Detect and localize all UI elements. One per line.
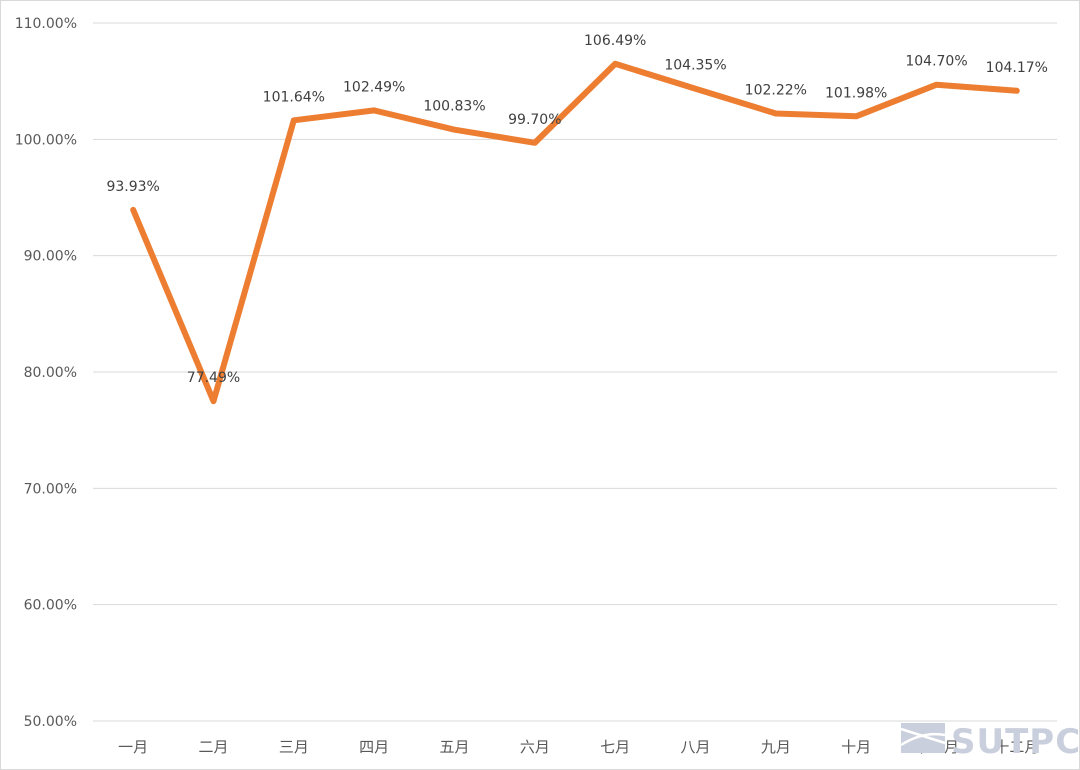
data-label: 100.83% [423, 99, 485, 115]
y-tick-label: 80.00% [24, 365, 77, 381]
sutpc-logo-icon [900, 723, 946, 753]
x-axis-ticks: 一月二月三月四月五月六月七月八月九月十月十一月十二月 [118, 738, 1039, 756]
y-tick-label: 70.00% [24, 481, 77, 497]
series-line [130, 60, 1020, 405]
y-tick-label: 50.00% [24, 714, 77, 730]
x-tick-label: 十二月 [994, 738, 1039, 756]
data-label: 101.98% [825, 85, 887, 101]
watermark: SUTPC [900, 722, 1079, 762]
y-tick-label: 60.00% [24, 598, 77, 614]
x-tick-label: 十月 [841, 738, 871, 756]
data-label: 102.49% [343, 79, 405, 95]
x-tick-label: 五月 [439, 738, 469, 756]
data-labels: 93.93% 77.49% 101.64% 102.49% 100.83% 99.70% 1… [106, 33, 1048, 386]
x-tick-label: 七月 [600, 738, 630, 756]
data-label: 106.49% [584, 33, 646, 49]
data-label: 101.64% [263, 89, 325, 105]
x-tick-label: 四月 [359, 738, 389, 756]
data-label: 93.93% [106, 179, 159, 195]
data-label: 104.70% [905, 54, 967, 70]
watermark-text: SUTPC [951, 722, 1079, 762]
x-tick-label: 三月 [279, 738, 309, 756]
x-tick-label: 二月 [198, 738, 228, 756]
x-tick-label: 九月 [761, 738, 791, 756]
data-label: 77.49% [187, 370, 240, 386]
x-tick-label: 一月 [118, 738, 148, 756]
data-label: 102.22% [745, 83, 807, 99]
data-label: 104.35% [664, 58, 726, 74]
data-label: 104.17% [986, 60, 1048, 76]
y-tick-label: 110.00% [15, 16, 77, 32]
x-tick-label: 六月 [520, 738, 550, 756]
y-tick-label: 100.00% [15, 132, 77, 148]
y-tick-label: 90.00% [24, 249, 77, 265]
data-label: 99.70% [508, 112, 561, 128]
y-axis-ticks: 50.00% 60.00% 70.00% 80.00% 90.00% 100.00% 110… [15, 16, 77, 730]
x-tick-label: 八月 [680, 738, 710, 756]
